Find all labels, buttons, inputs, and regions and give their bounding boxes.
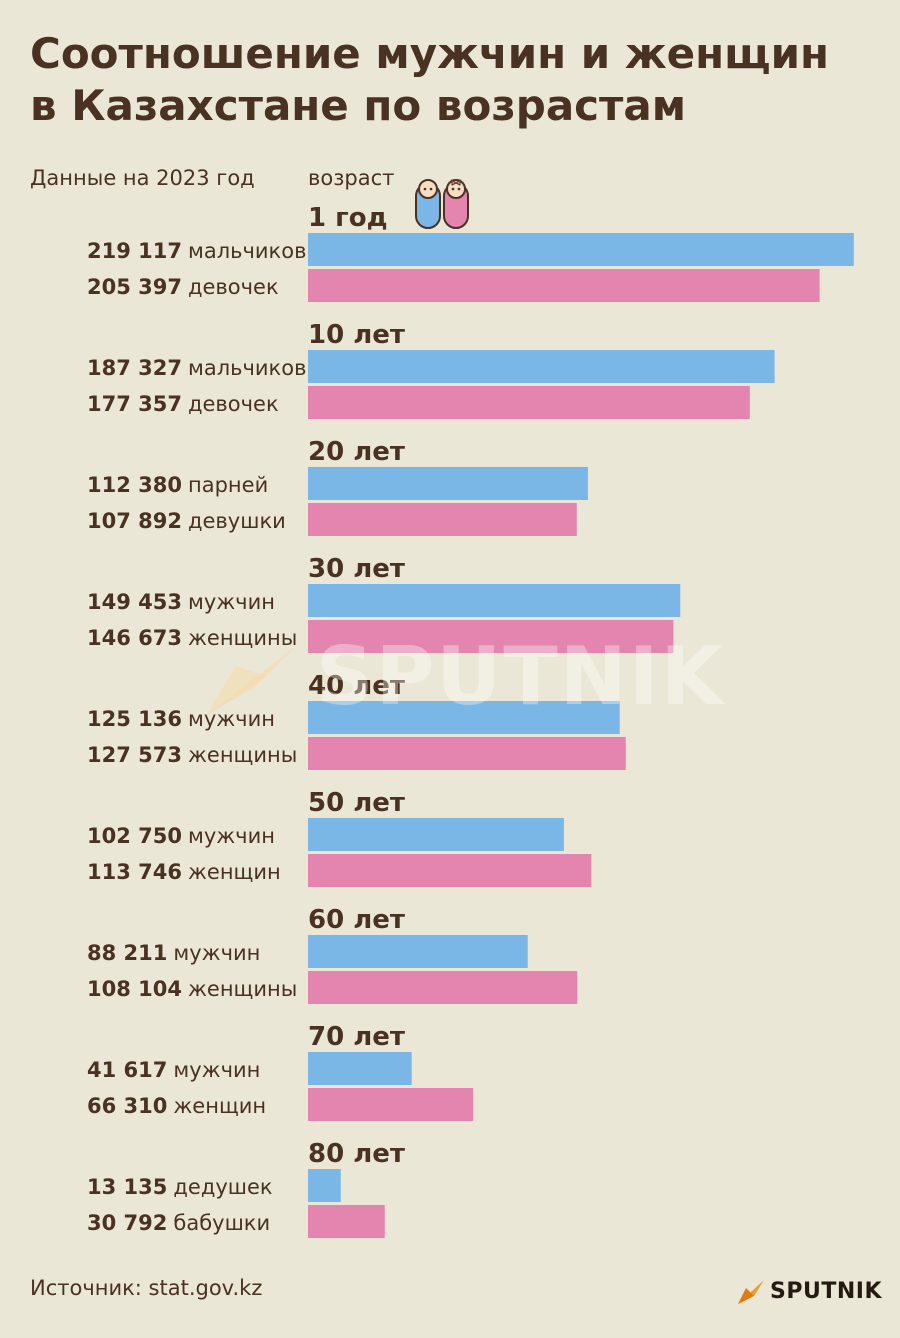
value-word: мужчин [173,1058,260,1082]
value-word: мальчиков [188,239,306,263]
female-value-label: 177 357 девочек [87,392,279,416]
male-value-label: 13 135 дедушек [87,1175,273,1199]
age-category-label: 80 лет [308,1139,405,1169]
female-value-label: 66 310 женщин [87,1094,266,1118]
male-value-label: 149 453 мужчин [87,590,275,614]
age-axis-header: возраст [308,166,395,190]
value-word: мальчиков [188,356,306,380]
male-value-label: 187 327 мальчиков [87,356,306,380]
value-number: 149 453 [87,590,182,614]
female-bar [308,620,674,653]
value-number: 113 746 [87,860,182,884]
female-value-label: 30 792 бабушки [87,1211,270,1235]
male-value-label: 88 211 мужчин [87,941,260,965]
value-word: бабушки [173,1211,270,1235]
value-word: женщин [173,1094,266,1118]
female-bar [308,971,578,1004]
male-bar [308,233,854,266]
female-value-label: 127 573 женщины [87,743,297,767]
brand-name: SPUTNIK [770,1278,882,1304]
value-word: дедушек [173,1175,272,1199]
age-category-label: 40 лет [308,671,405,701]
chart-title: Соотношение мужчин и женщин в Казахстане… [30,28,870,132]
sputnik-logo: SPUTNIK [736,1276,882,1306]
male-bar [308,1169,341,1202]
male-value-label: 112 380 парней [87,473,268,497]
male-bar [308,350,775,383]
source-note: Источник: stat.gov.kz [30,1276,263,1300]
value-number: 30 792 [87,1211,167,1235]
value-number: 108 104 [87,977,182,1001]
age-category-label: 60 лет [308,905,405,935]
value-number: 205 397 [87,275,182,299]
value-number: 125 136 [87,707,182,731]
male-bar [308,1052,412,1085]
female-value-label: 108 104 женщины [87,977,297,1001]
value-word: девочек [188,275,279,299]
female-value-label: 113 746 женщин [87,860,281,884]
value-number: 219 117 [87,239,182,263]
male-bar [308,467,588,500]
age-category-label: 30 лет [308,554,405,584]
value-word: женщины [188,743,297,767]
value-word: девочек [188,392,279,416]
sputnik-logo-icon [738,1280,764,1304]
value-number: 66 310 [87,1094,167,1118]
age-category-label: 50 лет [308,788,405,818]
value-number: 177 357 [87,392,182,416]
value-word: мужчин [173,941,260,965]
age-category-label: 70 лет [308,1022,405,1052]
value-word: девушки [188,509,286,533]
male-bar [308,584,681,617]
male-bar [308,935,528,968]
female-bar [308,386,750,419]
value-number: 187 327 [87,356,182,380]
title-line-1: Соотношение мужчин и женщин [30,29,830,78]
value-number: 41 617 [87,1058,167,1082]
age-category-label: 10 лет [308,320,405,350]
babies-icon [415,179,469,229]
chart-subtitle: Данные на 2023 год [30,166,255,190]
female-bar [308,737,626,770]
value-number: 102 750 [87,824,182,848]
female-value-label: 146 673 женщины [87,626,297,650]
female-value-label: 107 892 девушки [87,509,286,533]
male-bar [308,701,620,734]
male-value-label: 125 136 мужчин [87,707,275,731]
value-number: 146 673 [87,626,182,650]
value-word: парней [188,473,268,497]
female-bar [308,503,577,536]
value-word: мужчин [188,590,275,614]
value-word: женщины [188,977,297,1001]
title-line-2: в Казахстане по возрастам [30,81,687,130]
male-value-label: 219 117 мальчиков [87,239,306,263]
value-word: женщины [188,626,297,650]
value-number: 13 135 [87,1175,167,1199]
female-value-label: 205 397 девочек [87,275,279,299]
female-bar [308,854,592,887]
female-bar [308,1205,385,1238]
male-value-label: 102 750 мужчин [87,824,275,848]
value-word: женщин [188,860,281,884]
age-category-label: 1 год [308,203,388,233]
value-number: 127 573 [87,743,182,767]
age-category-label: 20 лет [308,437,405,467]
male-bar [308,818,564,851]
value-number: 112 380 [87,473,182,497]
value-number: 88 211 [87,941,167,965]
female-bar [308,269,820,302]
female-bar [308,1088,474,1121]
value-word: мужчин [188,707,275,731]
male-value-label: 41 617 мужчин [87,1058,260,1082]
value-word: мужчин [188,824,275,848]
value-number: 107 892 [87,509,182,533]
